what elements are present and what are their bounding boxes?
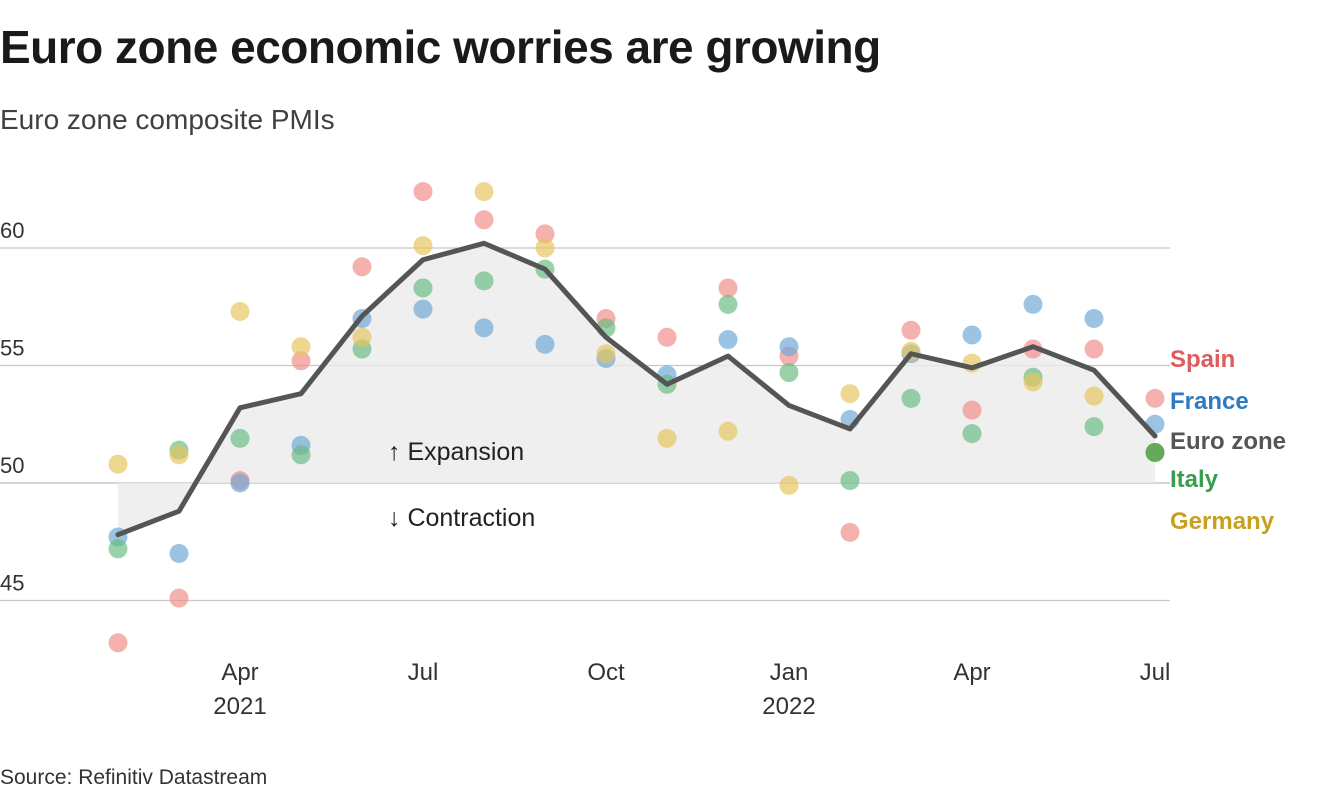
italy-point xyxy=(108,539,128,559)
germany-point xyxy=(1023,372,1043,392)
x-tick-year: 2021 xyxy=(213,693,266,720)
germany-point xyxy=(657,428,677,448)
italy-point xyxy=(840,471,860,491)
italy-point xyxy=(230,428,250,448)
x-tick-label: Apr xyxy=(221,659,258,686)
germany-point xyxy=(535,238,555,258)
legend-germany: Germany xyxy=(1170,508,1275,535)
france-point xyxy=(1084,309,1104,328)
spain-point xyxy=(657,327,677,347)
france-point xyxy=(474,318,494,338)
legend-euro-zone: Euro zone xyxy=(1170,428,1286,455)
spain-point xyxy=(901,320,921,340)
x-tick-label: Jul xyxy=(1140,659,1171,686)
expansion-area xyxy=(118,243,1155,535)
legend-spain: Spain xyxy=(1170,346,1235,373)
expansion-annotation: ↑ Expansion xyxy=(388,438,524,466)
germany-point xyxy=(291,337,311,357)
x-tick-label: Jan xyxy=(770,659,809,686)
spain-point xyxy=(291,351,311,371)
x-tick-label: Jul xyxy=(408,659,439,686)
france-point xyxy=(535,334,555,354)
contraction-annotation: ↓ Contraction xyxy=(388,504,535,532)
euro-zone-last-point xyxy=(1145,442,1165,462)
france-point xyxy=(413,299,433,319)
france-point xyxy=(718,330,738,350)
y-tick-label: 60 xyxy=(0,218,24,243)
x-tick-year: 2022 xyxy=(762,693,815,720)
spain-point xyxy=(962,400,982,420)
y-tick-label: 55 xyxy=(0,336,24,361)
spain-point xyxy=(474,210,494,230)
germany-point xyxy=(596,344,616,364)
spain-point xyxy=(1084,339,1104,359)
legend-italy: Italy xyxy=(1170,466,1219,493)
italy-point xyxy=(413,278,433,298)
spain-point xyxy=(169,588,189,608)
spain-point xyxy=(840,522,860,542)
italy-point xyxy=(962,424,982,444)
italy-point xyxy=(291,445,311,465)
spain-point xyxy=(718,278,738,298)
spain-point xyxy=(108,633,128,653)
germany-point xyxy=(352,327,372,347)
germany-point xyxy=(474,182,494,202)
germany-point xyxy=(169,445,189,465)
euro-zone-line xyxy=(115,240,1158,538)
germany-point xyxy=(718,421,738,441)
spain-point xyxy=(535,224,555,244)
spain-point xyxy=(1145,388,1165,408)
spain-point xyxy=(413,182,433,202)
source-note: Source: Refinitiv Datastream xyxy=(0,766,268,789)
germany-point xyxy=(1084,386,1104,406)
x-tick-label: Oct xyxy=(587,659,625,686)
france-point xyxy=(169,544,189,563)
germany-point xyxy=(108,454,128,474)
france-point xyxy=(230,473,250,493)
italy-point xyxy=(901,388,921,408)
germany-point xyxy=(413,236,433,256)
chart-title: Euro zone economic worries are growing xyxy=(0,21,881,73)
france-point xyxy=(779,337,799,357)
x-axis: Apr 2021 Jul Oct Jan 2022 Apr Jul xyxy=(213,659,1170,720)
germany-point xyxy=(840,384,860,404)
y-axis: 45 50 55 60 xyxy=(0,218,24,596)
germany-point xyxy=(230,301,250,321)
italy-point xyxy=(1084,417,1104,437)
italy-point xyxy=(474,271,494,291)
germany-point xyxy=(779,475,799,495)
italy-last-point xyxy=(1145,442,1165,462)
y-tick-label: 50 xyxy=(0,453,24,478)
y-tick-label: 45 xyxy=(0,571,24,596)
italy-point xyxy=(779,363,799,383)
france-point xyxy=(962,325,982,345)
italy-point xyxy=(718,294,738,314)
x-tick-label: Apr xyxy=(953,659,990,686)
legend-france: France xyxy=(1170,388,1249,415)
france-point xyxy=(1023,294,1043,314)
spain-point xyxy=(352,257,372,277)
chart-subtitle: Euro zone composite PMIs xyxy=(0,104,335,135)
legend: Spain France Euro zone Italy Germany xyxy=(1170,346,1286,535)
